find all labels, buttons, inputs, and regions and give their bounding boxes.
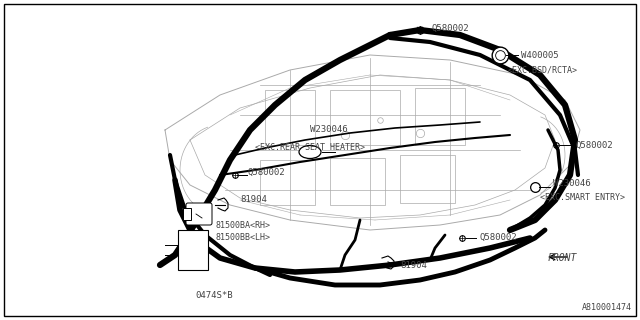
Text: W230046: W230046 — [310, 125, 348, 134]
Text: Q580002: Q580002 — [248, 167, 285, 177]
Text: A810001474: A810001474 — [582, 303, 632, 312]
Bar — [178, 230, 208, 270]
Text: <EXC.BSD/RCTA>: <EXC.BSD/RCTA> — [508, 66, 578, 75]
Bar — [260, 160, 315, 205]
Text: Q580002: Q580002 — [479, 233, 516, 242]
Bar — [265, 90, 315, 145]
Bar — [330, 90, 400, 145]
Ellipse shape — [299, 146, 321, 158]
Bar — [415, 88, 465, 145]
Text: 0474S*B: 0474S*B — [195, 291, 232, 300]
Text: 81500BB<LH>: 81500BB<LH> — [215, 234, 270, 243]
Text: <EXC.REAR SEAT HEATER>: <EXC.REAR SEAT HEATER> — [255, 143, 365, 153]
Text: 81500BA<RH>: 81500BA<RH> — [215, 220, 270, 229]
Text: W400005: W400005 — [521, 51, 559, 60]
Bar — [183, 208, 191, 220]
Text: W230046: W230046 — [553, 179, 591, 188]
Text: <EXC.SMART ENTRY>: <EXC.SMART ENTRY> — [540, 194, 625, 203]
Bar — [400, 155, 455, 203]
Bar — [330, 158, 385, 205]
Text: 81904: 81904 — [400, 260, 427, 269]
FancyBboxPatch shape — [186, 203, 212, 225]
Text: FRONT: FRONT — [548, 253, 577, 263]
Text: 81904: 81904 — [240, 196, 267, 204]
Text: Q580002: Q580002 — [575, 140, 612, 149]
Text: Q580002: Q580002 — [432, 23, 470, 33]
